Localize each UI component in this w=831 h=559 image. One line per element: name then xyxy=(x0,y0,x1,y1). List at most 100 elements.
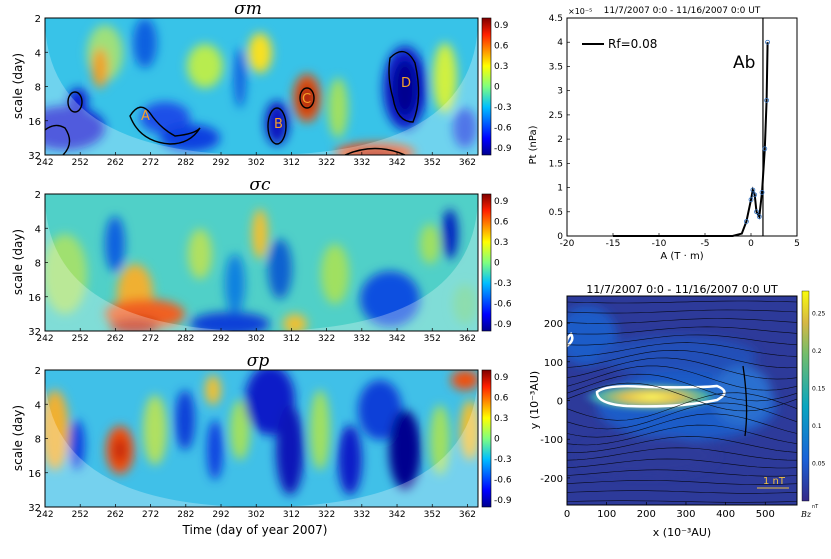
x-tick-label: 352 xyxy=(424,510,441,520)
data-point xyxy=(765,39,770,45)
sigma-c-yticks: 2 4 8 16 32 xyxy=(28,190,48,338)
arrow-label: 1 nT xyxy=(763,476,786,487)
y-tick-label: 3 xyxy=(557,87,563,97)
data-point xyxy=(762,146,768,152)
sigma-m-ylabel: scale (day) xyxy=(11,53,25,119)
contour-line xyxy=(567,326,797,335)
x-tick-label: 302 xyxy=(248,510,265,520)
contour-line xyxy=(567,309,797,314)
x-tick-label: 282 xyxy=(177,158,194,168)
data-point xyxy=(744,219,749,224)
contour-line xyxy=(567,500,797,503)
x-tick-label: 300 xyxy=(676,509,695,520)
x-tick-label: 332 xyxy=(353,334,370,344)
sigma-m-annotations: A B C D xyxy=(141,76,411,132)
sigma-m-title: σm xyxy=(234,0,262,19)
y-tick-label: 1.5 xyxy=(549,159,563,169)
colorbar-tick-label: 0.9 xyxy=(494,21,509,31)
data-point xyxy=(754,209,759,215)
y-tick-label: 32 xyxy=(28,151,41,162)
colorbar-tick-label: -0.9 xyxy=(494,496,512,506)
pt-multiplier: ×10⁻⁵ xyxy=(568,7,592,16)
colorbar-tick-label: 0.6 xyxy=(494,393,509,403)
bz-xticks: 0 100 200 300 400 500 xyxy=(564,502,775,520)
data-point xyxy=(750,187,756,193)
contour-line xyxy=(567,392,797,421)
data-point xyxy=(759,189,765,195)
x-tick-label: 322 xyxy=(318,510,335,520)
y-tick-label: 100 xyxy=(544,358,563,369)
contour-line xyxy=(567,413,797,438)
x-tick-label: 262 xyxy=(107,334,124,344)
colorbar-tick-label: -0.6 xyxy=(494,124,512,134)
x-tick-label: -15 xyxy=(606,239,621,249)
colorbar-tick-label: 0.1 xyxy=(812,423,822,430)
contour-line xyxy=(567,357,797,380)
colorbar-tick-label: -0.9 xyxy=(494,144,512,154)
y-tick-label: 2 xyxy=(35,190,41,201)
colorbar-tick-label: 0.9 xyxy=(494,197,509,207)
y-tick-label: 3.5 xyxy=(549,62,563,72)
y-tick-label: -100 xyxy=(540,435,563,446)
annotation-b: B xyxy=(274,117,283,132)
x-tick-label: 312 xyxy=(283,510,300,520)
y-tick-label: 32 xyxy=(28,327,41,338)
bz-colorbar-ticks: 0.25 0.2 0.15 0.1 0.05 xyxy=(812,311,826,468)
sigma-c-panel: σc scale (day) 242 252 262 272 282 292 302 312 3… xyxy=(11,175,512,344)
sigma-m-colorbar-ticks: 0.9 0.6 0.3 0 -0.3 -0.6 -0.9 xyxy=(494,21,512,154)
pt-vs-a-panel: 11/7/2007 0:0 - 11/16/2007 0:0 UT ×10⁻⁵ … xyxy=(528,6,800,262)
x-tick-label: 252 xyxy=(72,158,89,168)
y-tick-label: 1 xyxy=(557,184,563,194)
pt-legend: Rf=0.08 xyxy=(608,37,657,51)
contour-line xyxy=(567,480,797,485)
x-tick-label: 352 xyxy=(424,334,441,344)
x-tick-label: 302 xyxy=(248,158,265,168)
y-tick-label: 4.5 xyxy=(549,14,563,24)
y-tick-label: 0 xyxy=(557,232,563,242)
pt-series-points xyxy=(744,39,770,224)
sigma-m-xticks: 242 252 262 272 282 292 302 312 322 332 342 352 362 xyxy=(36,152,476,168)
colorbar-tick-label: -0.6 xyxy=(494,300,512,310)
x-tick-label: 100 xyxy=(597,509,616,520)
colorbar-tick-label: 0.9 xyxy=(494,373,509,383)
sigma-c-ylabel: scale (day) xyxy=(11,229,25,295)
bz-ylabel: y (10⁻³AU) xyxy=(528,371,541,429)
x-tick-label: 242 xyxy=(36,334,53,344)
x-tick-label: 302 xyxy=(248,334,265,344)
x-tick-label: 342 xyxy=(388,510,405,520)
sigma-m-yticks: 2 4 8 16 32 xyxy=(28,14,48,162)
colorbar-tick-label: 0 xyxy=(494,435,500,445)
colorbar-tick-label: 0.6 xyxy=(494,41,509,51)
y-tick-label: 16 xyxy=(28,117,41,128)
y-tick-label: 2 xyxy=(35,14,41,25)
colorbar-tick-label: 0.3 xyxy=(494,414,508,424)
data-point xyxy=(752,192,758,198)
x-tick-label: 362 xyxy=(459,334,476,344)
colorbar-tick-label: -0.6 xyxy=(494,476,512,486)
bz-map-panel: 1 nT 11/7/2007 0:0 - 11/16/2007 0:0 UT y… xyxy=(528,283,826,539)
annotation-c: C xyxy=(302,92,311,107)
x-tick-label: 362 xyxy=(459,158,476,168)
data-point xyxy=(764,97,770,103)
y-tick-label: 2.5 xyxy=(549,111,563,121)
x-tick-label: 242 xyxy=(36,510,53,520)
sigma-m-panel: A B C D σm scale (day) 242 252 262 272 282 29… xyxy=(11,0,512,168)
y-tick-label: -200 xyxy=(540,474,563,485)
y-tick-label: 0.5 xyxy=(549,208,563,218)
y-tick-label: 4 xyxy=(35,400,41,411)
sigma-p-title: σp xyxy=(247,351,270,371)
contour-line xyxy=(567,424,797,446)
y-tick-label: 4 xyxy=(35,224,41,235)
sigma-c-xticks: 242 252 262 272 282 292 302 312 322 332 342 352 362 xyxy=(36,328,476,344)
contour-line xyxy=(567,469,797,477)
x-tick-label: 262 xyxy=(107,510,124,520)
sigma-p-xlabel: Time (day of year 2007) xyxy=(182,523,328,537)
x-tick-label: 272 xyxy=(142,510,159,520)
annotation-d: D xyxy=(401,76,411,91)
x-tick-label: 332 xyxy=(353,510,370,520)
bz-colorbar-unit: nT xyxy=(812,504,819,510)
contour-line xyxy=(567,490,797,494)
colorbar-tick-label: 0.3 xyxy=(494,238,508,248)
contour-line xyxy=(567,447,797,461)
